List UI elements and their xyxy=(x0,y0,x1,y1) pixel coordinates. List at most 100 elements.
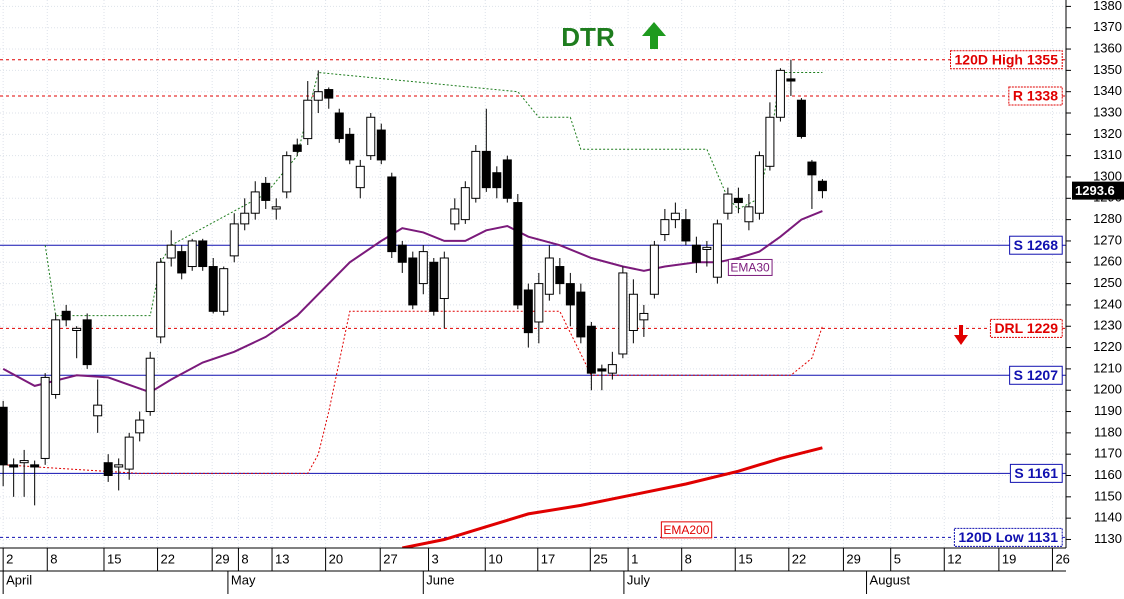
x-tick-label: 10 xyxy=(488,551,502,566)
candle-body xyxy=(429,261,439,312)
candle-body xyxy=(72,327,82,332)
level-label: 120D High 1355 xyxy=(955,51,1059,67)
y-tick-label: 1240 xyxy=(1093,296,1122,311)
candle-body xyxy=(765,116,775,167)
level-box xyxy=(953,527,1063,547)
candle-body xyxy=(450,208,460,225)
chart-title: DTR xyxy=(561,22,615,52)
candle-body xyxy=(670,212,680,221)
candle-body xyxy=(786,78,796,82)
y-tick-label: 1180 xyxy=(1094,424,1122,439)
candle-body xyxy=(523,289,533,334)
indicator-line xyxy=(3,310,823,474)
candle-body xyxy=(271,206,281,210)
candle-body xyxy=(628,293,638,332)
candle-body xyxy=(40,376,50,459)
x-tick-label: 13 xyxy=(275,551,289,566)
x-tick-label: 2 xyxy=(6,551,13,566)
candle-body xyxy=(460,187,470,221)
candle-body xyxy=(439,257,449,300)
candle-body xyxy=(754,155,764,214)
candle-body xyxy=(334,112,344,140)
candle-body xyxy=(177,251,187,274)
candle-body xyxy=(534,283,544,323)
candle-body xyxy=(418,251,428,285)
y-tick-label: 1360 xyxy=(1093,40,1122,55)
y-tick-label: 1160 xyxy=(1094,467,1122,482)
y-tick-label: 1200 xyxy=(1093,382,1122,397)
line-label: EMA30 xyxy=(730,260,770,274)
level-label: S 1161 xyxy=(1014,465,1058,481)
candle-body xyxy=(124,436,134,470)
y-tick-label: 1170 xyxy=(1094,446,1122,461)
candle-body xyxy=(303,99,313,140)
y-tick-label: 1130 xyxy=(1094,531,1122,546)
level-label: DRL 1229 xyxy=(994,320,1058,336)
level-box xyxy=(950,50,1063,70)
candle-body xyxy=(397,244,407,263)
level-label: S 1268 xyxy=(1014,237,1059,253)
y-tick-label: 1190 xyxy=(1094,403,1122,418)
candle-body xyxy=(9,464,19,468)
right-axis xyxy=(1066,0,1124,594)
candle-body xyxy=(807,161,817,176)
candle-body xyxy=(702,246,712,250)
y-tick-label: 1330 xyxy=(1093,104,1122,119)
y-tick-label: 1300 xyxy=(1093,168,1122,183)
y-tick-label: 1150 xyxy=(1094,488,1122,503)
x-tick-label: 8 xyxy=(50,551,57,566)
x-tick-label: 3 xyxy=(432,551,439,566)
level-label: R 1338 xyxy=(1013,88,1058,104)
candle-body xyxy=(681,219,691,242)
candle-body xyxy=(733,197,743,204)
candle-body xyxy=(103,462,113,477)
candle-body xyxy=(324,89,334,99)
x-tick-label: 29 xyxy=(846,551,860,566)
candle-body xyxy=(61,310,71,321)
candle-body xyxy=(796,99,806,137)
candle-body xyxy=(0,406,8,466)
candle-body xyxy=(366,116,376,157)
y-tick-label: 1230 xyxy=(1093,318,1122,333)
x-tick-label: 8 xyxy=(685,551,692,566)
level-box xyxy=(1008,86,1063,106)
level-label: S 1207 xyxy=(1014,367,1059,383)
candle-body xyxy=(387,176,397,253)
level-box xyxy=(1009,235,1063,255)
x-tick-label: 5 xyxy=(894,551,901,566)
x-tick-label: 15 xyxy=(738,551,752,566)
candle-body xyxy=(114,464,124,468)
candle-body xyxy=(240,212,250,225)
down-arrow xyxy=(954,325,968,345)
x-tick-label: 19 xyxy=(1002,551,1016,566)
labels: 120D High 1355 R 1338 S 1268 DRL 1229 S 1207… xyxy=(660,50,1063,547)
candle-body xyxy=(544,257,554,295)
x-tick-label: 17 xyxy=(541,551,555,566)
level-box xyxy=(1009,365,1063,385)
candle-body xyxy=(817,180,827,192)
x-tick-label: 26 xyxy=(1055,551,1069,566)
candle-body xyxy=(586,325,596,374)
y-tick-label: 1340 xyxy=(1093,83,1122,98)
y-tick-label: 1260 xyxy=(1093,254,1122,269)
x-tick-label: 20 xyxy=(329,551,343,566)
candle-body xyxy=(82,319,92,366)
candle-body xyxy=(471,150,481,199)
up-arrow xyxy=(642,22,666,49)
y-tick-label: 1270 xyxy=(1093,232,1122,247)
candle-body xyxy=(618,272,628,355)
month-label: August xyxy=(870,572,911,587)
candle-body xyxy=(19,460,29,464)
x-tick-label: 15 xyxy=(107,551,121,566)
candle-body xyxy=(376,129,386,161)
indicator-line xyxy=(402,446,823,548)
candle-body xyxy=(166,244,176,259)
line-label-box xyxy=(727,258,773,276)
x-tick-label: 29 xyxy=(215,551,229,566)
candle-body xyxy=(282,155,292,193)
x-tick-label: 27 xyxy=(383,551,397,566)
candle-body xyxy=(597,368,607,372)
